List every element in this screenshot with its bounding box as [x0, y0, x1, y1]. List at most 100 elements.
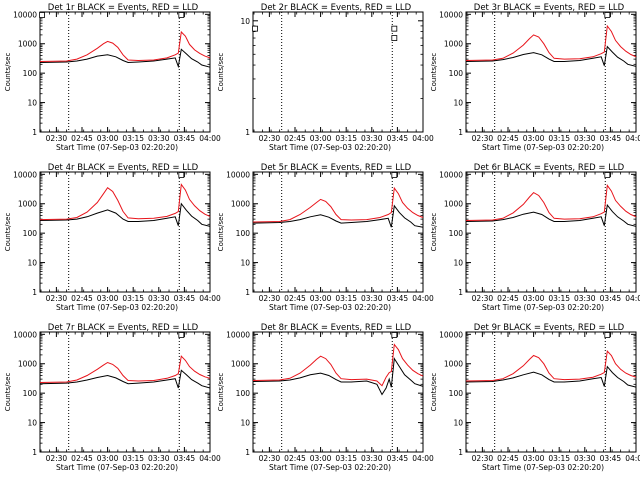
- y-tick-label: 10: [240, 259, 250, 268]
- box-marker: [604, 12, 611, 18]
- y-tick-label: 100: [236, 229, 251, 238]
- panel-title: Det 4r BLACK = Events, RED = LLD: [48, 163, 199, 173]
- x-tick-label: 03:45: [600, 294, 622, 303]
- x-tick-label: 03:45: [600, 454, 622, 463]
- lld-series-line: [252, 343, 424, 387]
- y-tick-label: 10000: [439, 170, 463, 179]
- x-tick-label: 03:45: [174, 294, 196, 303]
- x-tick-label: 04:00: [625, 134, 640, 143]
- box-marker: [391, 35, 398, 41]
- panel-title: Det 1r BLACK = Events, RED = LLD: [48, 3, 199, 13]
- plot-frame: [252, 11, 424, 133]
- x-tick-label: 03:30: [361, 134, 383, 143]
- panel-det-5: Det 5r BLACK = Events, RED = LLD 1 10 100 10…: [217, 163, 434, 312]
- x-tick-label: 02:45: [284, 294, 306, 303]
- x-tick-label: 03:30: [148, 454, 170, 463]
- panel-det-8: Det 8r BLACK = Events, RED = LLD 1 10 100 10…: [217, 323, 434, 472]
- y-tick-label: 1000: [444, 200, 463, 209]
- x-tick-label: 02:45: [71, 454, 93, 463]
- x-axis-label: Start Time (07-Sep-03 02:20:20): [482, 303, 604, 312]
- y-tick-label: 10: [27, 419, 37, 428]
- x-tick-label: 03:45: [600, 134, 622, 143]
- events-series-line: [39, 369, 211, 389]
- x-tick-label: 03:00: [523, 454, 545, 463]
- y-tick-label: 10: [453, 99, 463, 108]
- lld-series-line: [39, 355, 211, 383]
- x-tick-label: 03:15: [335, 454, 357, 463]
- x-tick-label: 03:45: [174, 134, 196, 143]
- y-tick-label: 1: [245, 448, 250, 457]
- x-tick-label: 03:45: [387, 134, 409, 143]
- y-tick-label: 1: [458, 288, 463, 297]
- x-tick-label: 02:45: [284, 134, 306, 143]
- events-series-line: [465, 45, 637, 67]
- y-tick-label: 10: [453, 259, 463, 268]
- x-tick-label: 03:15: [122, 454, 144, 463]
- x-tick-label: 03:00: [97, 454, 119, 463]
- panel-title: Det 8r BLACK = Events, RED = LLD: [261, 323, 412, 333]
- panel-title: Det 7r BLACK = Events, RED = LLD: [48, 323, 199, 333]
- box-marker: [604, 172, 611, 178]
- x-tick-label: 04:00: [412, 294, 434, 303]
- x-tick-label: 02:30: [259, 134, 281, 143]
- x-tick-label: 03:15: [548, 454, 570, 463]
- panel-title: Det 5r BLACK = Events, RED = LLD: [261, 163, 412, 173]
- y-tick-label: 1000: [18, 40, 37, 49]
- y-tick-label: 1: [32, 128, 37, 137]
- x-tick-label: 02:30: [259, 294, 281, 303]
- x-tick-label: 03:45: [174, 454, 196, 463]
- y-axis-label: Counts/sec: [430, 213, 438, 252]
- y-tick-label: 10: [27, 99, 37, 108]
- x-tick-label: 04:00: [412, 454, 434, 463]
- x-tick-label: 02:45: [497, 134, 519, 143]
- x-tick-label: 03:30: [574, 454, 596, 463]
- box-marker: [178, 172, 185, 178]
- plot-frame: [39, 11, 211, 133]
- panel-det-1: Det 1r BLACK = Events, RED = LLD 1 10 100 10…: [4, 3, 221, 152]
- y-axis-label: Counts/sec: [217, 373, 225, 412]
- panel-det-7: Det 7r BLACK = Events, RED = LLD 1 10 100 10…: [4, 323, 221, 472]
- panel-title: Det 6r BLACK = Events, RED = LLD: [474, 163, 625, 173]
- y-axis-label: Counts/sec: [217, 53, 225, 92]
- y-axis-label: Counts/sec: [4, 373, 12, 412]
- x-tick-label: 02:45: [71, 134, 93, 143]
- lld-series-line: [252, 186, 424, 223]
- box-marker: [39, 12, 45, 18]
- plot-frame: [252, 171, 424, 293]
- x-tick-label: 02:45: [497, 454, 519, 463]
- x-tick-label: 02:30: [46, 294, 68, 303]
- x-tick-label: 04:00: [199, 454, 221, 463]
- x-tick-label: 02:30: [259, 454, 281, 463]
- lld-series-line: [465, 184, 637, 221]
- y-axis-label: Counts/sec: [4, 213, 12, 252]
- x-tick-label: 03:15: [122, 134, 144, 143]
- x-tick-label: 03:15: [335, 134, 357, 143]
- x-axis-label: Start Time (07-Sep-03 02:20:20): [56, 143, 178, 152]
- box-marker: [178, 12, 185, 18]
- x-tick-label: 03:00: [523, 294, 545, 303]
- x-tick-label: 03:00: [97, 294, 119, 303]
- y-tick-label: 10000: [439, 330, 463, 339]
- events-series-line: [465, 203, 637, 227]
- y-tick-label: 1: [32, 288, 37, 297]
- panel-title: Det 9r BLACK = Events, RED = LLD: [474, 323, 625, 333]
- panel-det-9: Det 9r BLACK = Events, RED = LLD 1 10 100 10…: [430, 323, 640, 472]
- events-series-line: [39, 48, 211, 69]
- panel-det-2: Det 2r BLACK = Events, RED = LLD 1 10 Count…: [217, 3, 434, 152]
- events-series-line: [39, 202, 211, 227]
- panel-det-4: Det 4r BLACK = Events, RED = LLD 1 10 100 10…: [4, 163, 221, 312]
- y-tick-label: 100: [23, 229, 38, 238]
- y-tick-label: 10: [240, 419, 250, 428]
- x-tick-label: 03:30: [574, 134, 596, 143]
- x-tick-label: 02:30: [472, 134, 494, 143]
- y-tick-label: 10000: [13, 10, 37, 19]
- x-tick-label: 03:00: [310, 134, 332, 143]
- box-marker: [391, 332, 398, 338]
- x-tick-label: 03:00: [310, 294, 332, 303]
- y-tick-label: 10: [27, 259, 37, 268]
- x-axis-label: Start Time (07-Sep-03 02:20:20): [482, 143, 604, 152]
- y-tick-label: 100: [23, 389, 38, 398]
- x-tick-label: 02:30: [472, 294, 494, 303]
- events-series-line: [465, 365, 637, 388]
- x-tick-label: 04:00: [625, 454, 640, 463]
